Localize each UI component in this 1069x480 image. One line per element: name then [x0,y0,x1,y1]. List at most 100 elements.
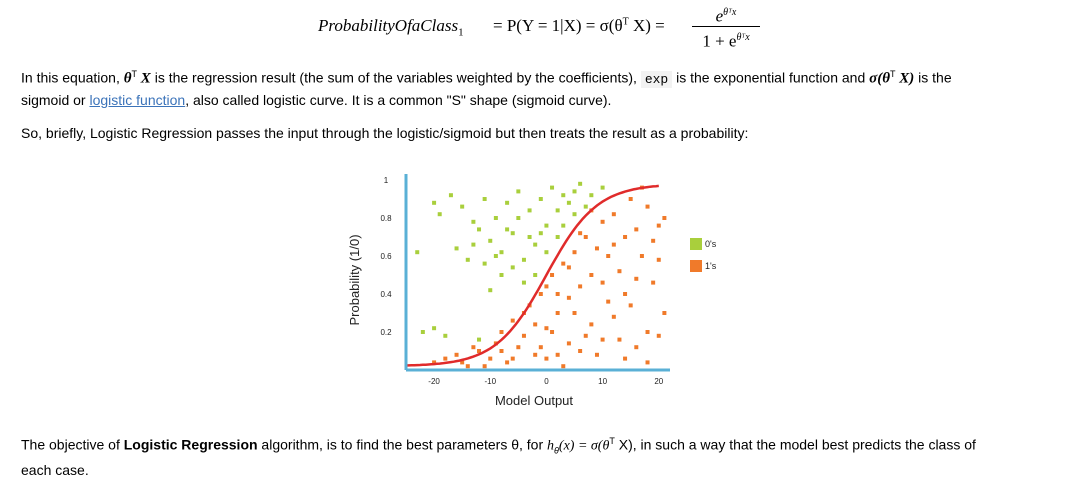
data-point [499,273,504,277]
data-point [583,204,588,209]
data-point [589,322,594,327]
data-point [471,345,476,350]
data-point [493,216,498,220]
logistic-function-link[interactable]: logistic function [89,91,186,108]
data-point [656,333,661,338]
data-point [578,284,583,289]
data-point [533,352,538,357]
data-point [482,261,487,266]
y-tick-labels: 1 0.8 0.6 0.4 0.2 [380,176,392,337]
data-point [550,185,555,190]
data-point [583,235,588,239]
x-tick-label: 10 [598,377,607,386]
data-point [505,360,510,365]
data-point [555,311,560,315]
data-point [623,356,628,361]
y-tick-label: 1 [384,176,389,185]
data-point [521,280,526,285]
data-point [505,227,510,232]
data-point [544,284,549,289]
data-point [499,250,504,255]
data-point [578,349,583,353]
paragraph-summary: So, briefly, Logistic Regression passes … [21,125,749,141]
data-point [482,197,487,201]
data-point [578,231,583,236]
logistic-chart: 1 0.8 0.6 0.4 0.2 -20 -10 0 10 20 Probability (1… [347,174,717,408]
equation-fraction: eθᵀx 1 + eθᵀx [692,2,760,53]
data-point [561,364,566,369]
data-point [656,223,661,228]
data-point [600,280,605,285]
data-point [544,356,549,361]
data-point [662,216,667,220]
data-point [611,242,616,247]
paragraph-equation-explanation: In this equation, θT X is the regression… [21,69,952,108]
equation: ProbabilityOfaClass1 = P(Y = 1|X) = σ(θT… [0,0,1069,60]
data-point [516,345,521,350]
data-point [634,227,639,232]
data-point [510,265,515,270]
data-point [561,193,566,198]
legend-swatch [690,260,702,272]
data-point [572,311,577,315]
x-tick-label: 20 [654,377,663,386]
data-point [555,352,560,357]
data-point [623,235,628,239]
fraction-denominator: 1 + eθᵀx [702,31,750,51]
data-point [488,356,493,361]
data-point [544,326,549,331]
fraction-bar [692,26,760,27]
data-point [606,254,611,258]
data-point [499,330,504,334]
data-point [471,242,476,247]
paragraph-objective: The objective of Logistic Regression alg… [21,436,976,479]
data-point [645,330,650,334]
data-point [555,235,560,239]
data-point [566,295,571,300]
data-point [460,204,465,209]
legend-label: 1's [705,261,717,271]
y-axis-label: Probability (1/0) [347,234,362,325]
data-point [516,216,521,220]
data-point [527,235,532,239]
data-point [505,200,510,205]
data-point [477,337,482,342]
data-point [634,345,639,350]
scatter-points [415,181,667,369]
data-point [628,197,633,201]
data-point [572,250,577,255]
legend-swatch [690,238,702,250]
data-point [533,322,538,327]
data-point [651,238,656,243]
data-point [521,333,526,338]
fraction-numerator: eθᵀx [715,6,737,26]
data-point [662,311,667,315]
data-point [594,246,599,251]
data-point [443,333,448,338]
data-point [600,337,605,342]
data-point [499,349,504,353]
data-point [651,280,656,285]
data-point [460,360,465,365]
data-point [448,193,453,198]
data-point [550,273,555,277]
equation-lhs: ProbabilityOfaClass1 [318,16,464,39]
x-tick-label: 0 [544,377,549,386]
data-point [566,341,571,346]
data-point [617,337,622,342]
data-point [432,326,437,331]
data-point [656,257,661,262]
data-point [477,227,482,232]
x-tick-label: -10 [484,377,496,386]
legend: 0's 1's [690,238,717,272]
data-point [645,204,650,209]
data-point [606,299,611,304]
data-point [420,330,425,334]
data-point [488,238,493,243]
data-point [527,208,532,213]
data-point [555,208,560,213]
data-point [521,257,526,262]
data-point [628,303,633,308]
data-point [544,250,549,255]
data-point [566,200,571,205]
